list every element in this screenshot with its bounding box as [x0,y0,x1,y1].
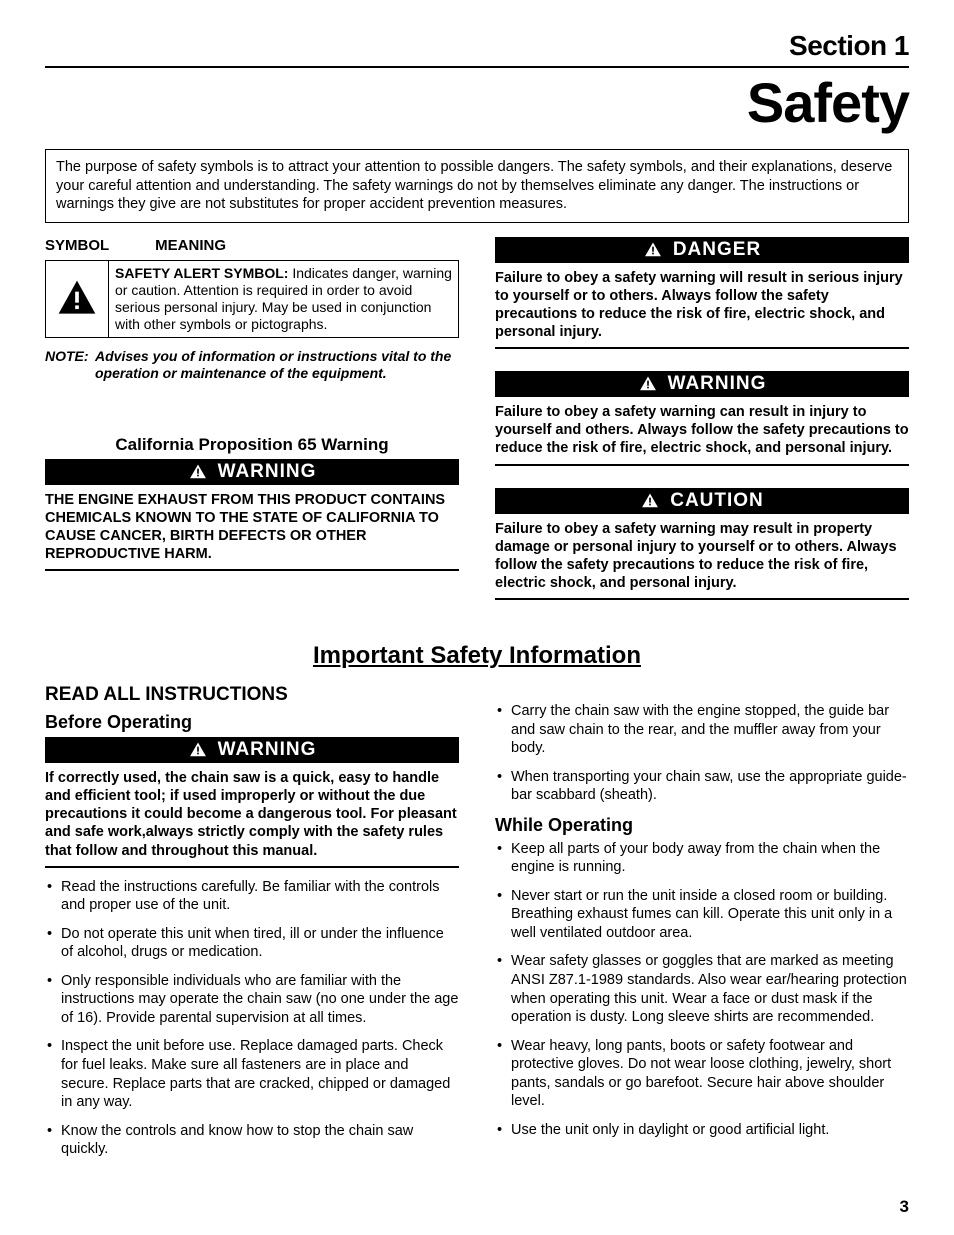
while-operating-heading: While Operating [495,815,909,836]
caution-bar-label: CAUTION [670,490,764,512]
prop65-body: THE ENGINE EXHAUST FROM THIS PRODUCT CON… [45,491,459,564]
danger-bottom-rule [495,347,909,349]
warning-icon [188,462,208,482]
list-item: Wear heavy, long pants, boots or safety … [495,1037,909,1111]
safety-alert-desc-label: SAFETY ALERT SYMBOL: [115,265,288,281]
list-item: Only responsible individuals who are fam… [45,972,459,1028]
before-operating-heading: Before Operating [45,712,459,733]
safety-alert-description: SAFETY ALERT SYMBOL: Indicates danger, w… [108,261,458,337]
warning-body: Failure to obey a safety warning can res… [495,403,909,457]
list-item: Use the unit only in daylight or good ar… [495,1121,909,1140]
list-item: Read the instructions carefully. Be fami… [45,878,459,915]
symbol-meaning-header: SYMBOL MEANING [45,237,459,254]
lower-right-column: Carry the chain saw with the engine stop… [495,684,909,1169]
safety-alert-icon-cell [46,261,108,337]
list-item: When transporting your chain saw, use th… [495,768,909,805]
warning-icon [640,491,660,511]
caution-bottom-rule [495,598,909,600]
list-item: Know the controls and know how to stop t… [45,1122,459,1159]
intro-box: The purpose of safety symbols is to attr… [45,149,909,223]
list-item: Never start or run the unit inside a clo… [495,887,909,943]
note-body: Advises you of information or instructio… [95,348,451,382]
meaning-col-label: MEANING [155,237,226,254]
list-item: Carry the chain saw with the engine stop… [495,702,909,758]
upper-left-column: SYMBOL MEANING SAFETY ALERT SYMBOL: Indic… [45,237,459,600]
warning-bar: WARNING [495,371,909,397]
while-operating-list: Keep all parts of your body away from th… [495,840,909,1140]
list-item: Keep all parts of your body away from th… [495,840,909,877]
warning-bar-label: WARNING [668,373,767,395]
warning-icon [638,374,658,394]
before-operating-bottom-rule [45,866,459,868]
caution-block: CAUTION Failure to obey a safety warning… [495,488,909,601]
page-title: Safety [45,70,909,135]
before-operating-bar-label: WARNING [218,739,317,761]
lower-left-column: READ ALL INSTRUCTIONS Before Operating W… [45,684,459,1169]
caution-body: Failure to obey a safety warning may res… [495,520,909,593]
warning-icon [643,240,663,260]
warning-block: WARNING Failure to obey a safety warning… [495,371,909,465]
list-item: Inspect the unit before use. Replace dam… [45,1037,459,1111]
danger-block: DANGER Failure to obey a safety warning … [495,237,909,350]
page-number: 3 [900,1197,909,1217]
upper-two-column: SYMBOL MEANING SAFETY ALERT SYMBOL: Indic… [45,237,909,600]
prop65-bottom-rule [45,569,459,571]
caution-bar: CAUTION [495,488,909,514]
important-safety-heading: Important Safety Information [45,642,909,670]
carry-transport-list: Carry the chain saw with the engine stop… [495,702,909,805]
header-rule [45,66,909,68]
danger-bar-label: DANGER [673,239,761,261]
list-item: Do not operate this unit when tired, ill… [45,925,459,962]
prop65-heading: California Proposition 65 Warning [45,435,459,455]
before-operating-warning-body: If correctly used, the chain saw is a qu… [45,769,459,860]
section-label: Section 1 [45,30,909,62]
safety-alert-icon [53,277,101,321]
warning-icon [188,740,208,760]
list-item: Wear safety glasses or goggles that are … [495,952,909,1026]
symbol-col-label: SYMBOL [45,237,109,254]
warning-bottom-rule [495,464,909,466]
note-label: NOTE: [45,348,95,366]
note-block: NOTE:Advises you of information or instr… [95,348,459,383]
prop65-warning-bar: WARNING [45,459,459,485]
lower-two-column: READ ALL INSTRUCTIONS Before Operating W… [45,684,909,1169]
before-operating-list: Read the instructions carefully. Be fami… [45,878,459,1159]
symbol-row: SAFETY ALERT SYMBOL: Indicates danger, w… [45,260,459,338]
danger-body: Failure to obey a safety warning will re… [495,269,909,342]
upper-right-column: DANGER Failure to obey a safety warning … [495,237,909,600]
read-all-heading: READ ALL INSTRUCTIONS [45,684,459,706]
prop65-bar-label: WARNING [218,461,317,483]
before-operating-warning-bar: WARNING [45,737,459,763]
danger-bar: DANGER [495,237,909,263]
